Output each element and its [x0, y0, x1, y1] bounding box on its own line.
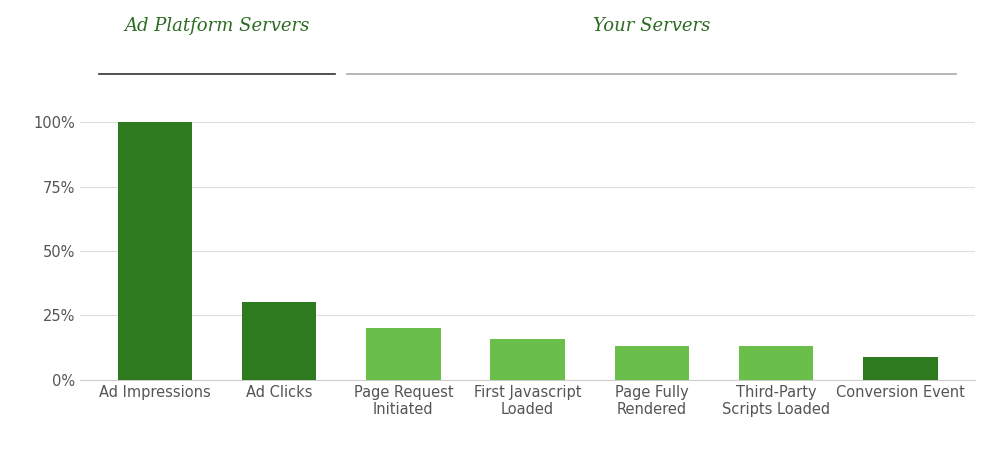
Bar [739, 346, 813, 380]
Bar [366, 328, 440, 380]
Bar [242, 302, 317, 380]
Text: Your Servers: Your Servers [593, 17, 711, 35]
Text: Ad Platform Servers: Ad Platform Servers [125, 17, 310, 35]
Bar [490, 338, 565, 380]
Bar [118, 122, 192, 380]
Bar [615, 346, 689, 380]
Bar [863, 357, 938, 380]
